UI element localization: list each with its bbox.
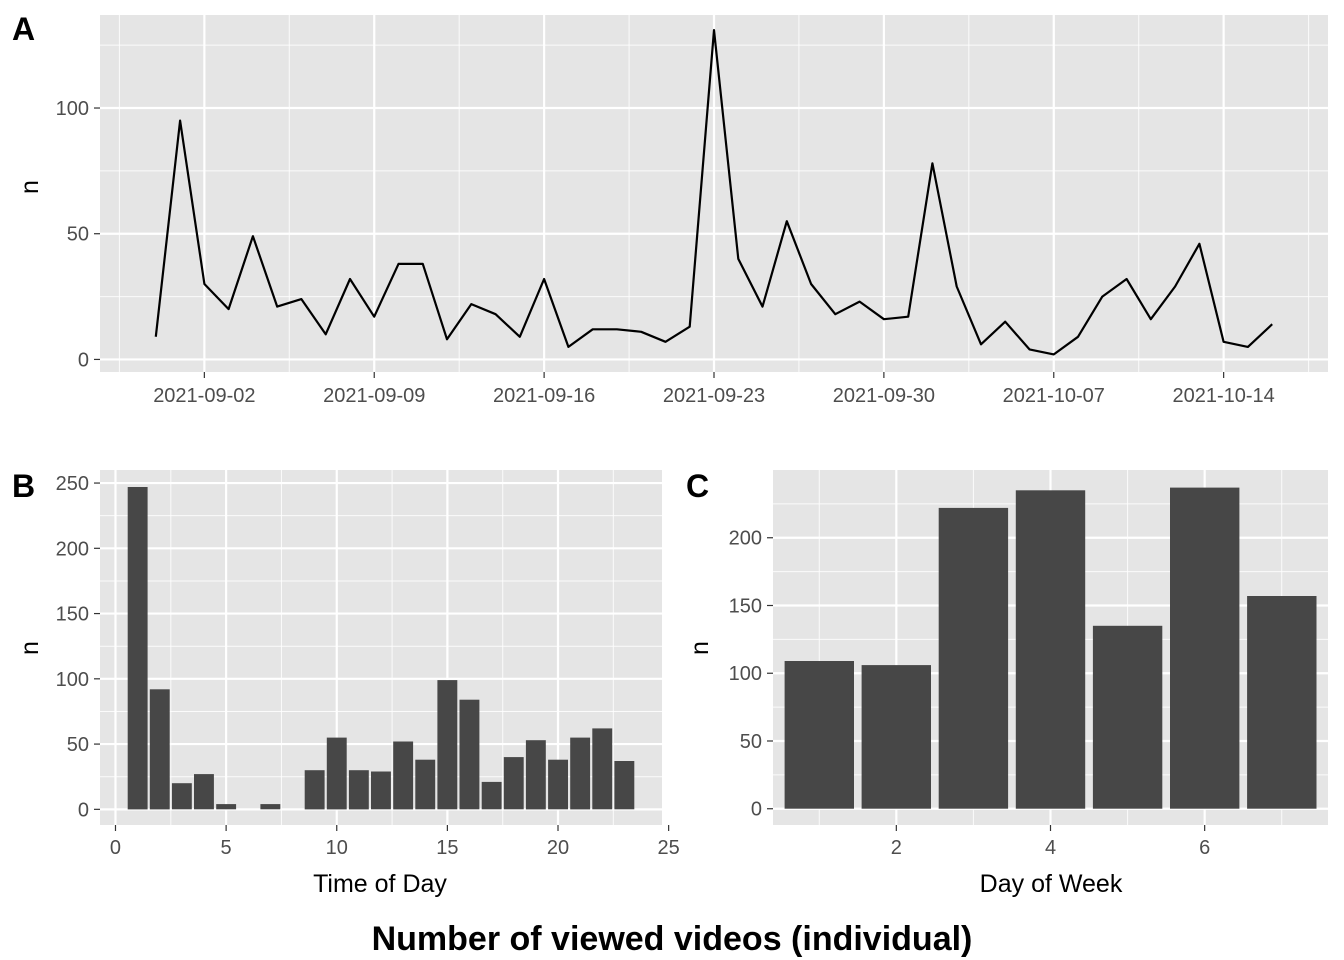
panel-c-x-tick-label: 4 [1045, 837, 1056, 859]
panel-b-bar [592, 728, 613, 810]
panel-b-bar [260, 804, 281, 810]
panel-b-bar [481, 781, 502, 810]
panel-b-bar [149, 689, 170, 810]
panel-c-x-tick-label: 2 [891, 837, 902, 859]
panel-c-bars [784, 487, 1317, 809]
panel-b-bar [570, 737, 591, 810]
panel-b-x-tick-label: 20 [547, 837, 569, 859]
panel-a-x-tick-label: 2021-09-30 [833, 385, 935, 407]
panel-a-x-tick-label: 2021-09-16 [493, 385, 595, 407]
panel-b-bar [415, 759, 436, 810]
panel-c-bar [1247, 596, 1317, 809]
panel-a-axes: 2021-09-02 2021-09-09 2021-09-16 2021-09-23… [56, 98, 1275, 407]
panel-b-background [100, 470, 662, 825]
panel-b-bar [171, 783, 192, 810]
panel-b-x-tick-label: 10 [326, 837, 348, 859]
panel-a-tag: A [12, 11, 35, 47]
panel-a-gridlines [100, 15, 1328, 372]
panel-c-bar [1170, 487, 1240, 809]
panel-b-bar [127, 487, 148, 810]
panel-c-y-tick-label: 50 [740, 731, 762, 753]
panel-b-y-tick-label: 200 [56, 538, 89, 560]
panel-b-y-tick-label: 0 [78, 799, 89, 821]
panel-c-bar [861, 665, 931, 809]
panel-c-y-tick-label: 200 [729, 528, 762, 550]
panel-b-bar [614, 761, 635, 810]
panel-b-bar [393, 741, 414, 810]
panel-b-bar [548, 759, 568, 810]
panel-c-y-tick-label: 150 [729, 595, 762, 617]
panel-a-line-chart: 2021-09-02 2021-09-09 2021-09-16 2021-09-23… [12, 11, 1328, 407]
panel-c-y-tick-label: 100 [729, 663, 762, 685]
panel-c-bar-chart: 2 4 6 0 50 100 150 200 C n Day of Week [686, 468, 1328, 898]
panel-a-x-tick-label: 2021-09-09 [323, 385, 425, 407]
panel-b-bars [127, 487, 635, 810]
panel-a-y-axis-title: n [16, 180, 44, 194]
panel-a-y-tick-label: 0 [78, 349, 89, 371]
panel-a-x-tick-label: 2021-10-07 [1003, 385, 1105, 407]
panel-b-x-tick-label: 5 [221, 837, 232, 859]
panel-b-tag: B [12, 468, 35, 504]
panel-b-x-tick-label: 0 [110, 837, 121, 859]
panel-b-x-tick-label: 15 [436, 837, 458, 859]
panel-b-x-axis-title: Time of Day [313, 870, 447, 898]
panel-b-bar [326, 737, 347, 810]
panel-c-x-axis-title: Day of Week [980, 870, 1123, 898]
panel-a-x-tick-label: 2021-09-23 [663, 385, 765, 407]
panel-b-y-tick-label: 250 [56, 473, 89, 495]
panel-a-x-tick-label: 2021-10-14 [1172, 385, 1274, 407]
panel-b-bar [459, 699, 480, 810]
panel-b-y-tick-label: 50 [67, 734, 89, 756]
panel-c-axes: 2 4 6 0 50 100 150 200 [729, 528, 1211, 859]
panel-b-y-tick-label: 150 [56, 604, 89, 626]
panel-b-bar [371, 771, 391, 810]
panel-b-bar [525, 740, 546, 810]
panel-c-x-tick-label: 6 [1199, 837, 1210, 859]
panel-b-bar [437, 680, 458, 810]
panel-c-tag: C [686, 468, 709, 504]
panel-a-y-tick-label: 100 [56, 98, 89, 120]
panel-c-y-tick-label: 0 [751, 799, 762, 821]
panel-b-y-axis-title: n [16, 641, 44, 655]
panel-a-series-line [154, 29, 1273, 356]
panel-b-bar [216, 804, 237, 810]
panel-b-bar [503, 757, 524, 810]
panel-c-bar [784, 661, 854, 809]
panel-b-bar [348, 770, 369, 810]
figure-caption: Number of viewed videos (individual) [372, 920, 973, 958]
panel-c-bar [1092, 625, 1163, 809]
panel-c-bar [938, 507, 1009, 809]
panel-a-y-tick-label: 50 [67, 224, 89, 246]
panel-b-bar [304, 770, 325, 810]
panel-b-bar [194, 774, 214, 810]
panel-b-x-tick-label: 25 [658, 837, 680, 859]
panel-c-bar [1015, 490, 1086, 809]
panel-b-y-tick-label: 100 [56, 669, 89, 691]
panel-a-x-tick-label: 2021-09-02 [153, 385, 255, 407]
panel-c-y-axis-title: n [686, 641, 714, 655]
panel-a-series [154, 29, 1273, 356]
